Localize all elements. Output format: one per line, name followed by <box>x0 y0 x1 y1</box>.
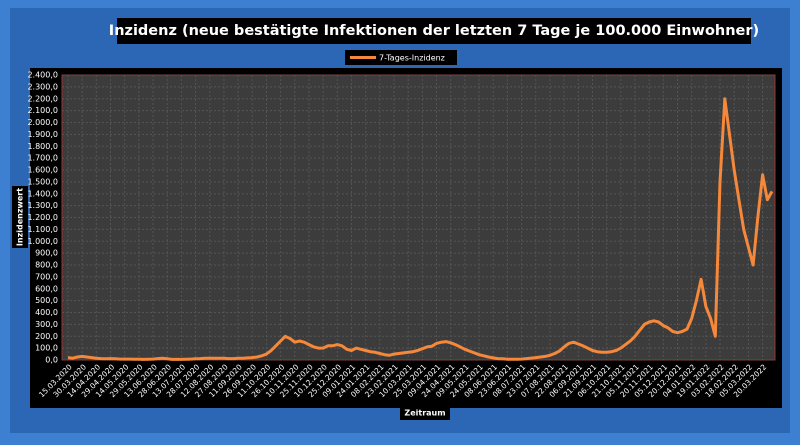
y-tick-label: 2.300,0 <box>27 82 58 91</box>
legend-box <box>345 50 457 65</box>
y-tick-label: 1.000,0 <box>27 237 58 246</box>
y-tick-label: 300,0 <box>35 320 58 329</box>
y-tick-label: 1.400,0 <box>27 189 58 198</box>
y-tick-label: 100,0 <box>35 344 58 353</box>
y-tick-label: 1.600,0 <box>27 166 58 175</box>
y-tick-label: 800,0 <box>35 261 58 270</box>
y-tick-label: 1.100,0 <box>27 225 58 234</box>
y-tick-label: 1.300,0 <box>27 201 58 210</box>
y-tick-label: 400,0 <box>35 308 58 317</box>
x-label-box <box>400 405 450 420</box>
y-tick-label: 2.100,0 <box>27 106 58 115</box>
y-tick-label: 1.800,0 <box>27 142 58 151</box>
legend-label: 7-Tages-Inzidenz <box>379 54 445 63</box>
y-label-box <box>12 186 28 248</box>
chart-title: Inzidenz (neue bestätigte Infektionen de… <box>109 23 759 39</box>
y-tick-label: 700,0 <box>35 272 58 281</box>
y-tick-label: 1.700,0 <box>27 154 58 163</box>
y-tick-label: 0,0 <box>45 356 58 365</box>
x-axis-label: Zeitraum <box>404 409 445 418</box>
y-tick-label: 1.900,0 <box>27 130 58 139</box>
y-tick-label: 2.000,0 <box>27 118 58 127</box>
y-tick-label: 1.200,0 <box>27 213 58 222</box>
y-tick-label: 900,0 <box>35 249 58 258</box>
y-tick-label: 2.400,0 <box>27 71 58 80</box>
title-box <box>117 18 751 44</box>
y-tick-label: 600,0 <box>35 284 58 293</box>
line <box>67 97 774 361</box>
y-tick-label: 2.200,0 <box>27 94 58 103</box>
y-tick-label: 200,0 <box>35 332 58 341</box>
y-axis-label: Inzidenzwert <box>16 188 25 246</box>
y-tick-label: 500,0 <box>35 296 58 305</box>
y-tick-label: 1.500,0 <box>27 177 58 186</box>
